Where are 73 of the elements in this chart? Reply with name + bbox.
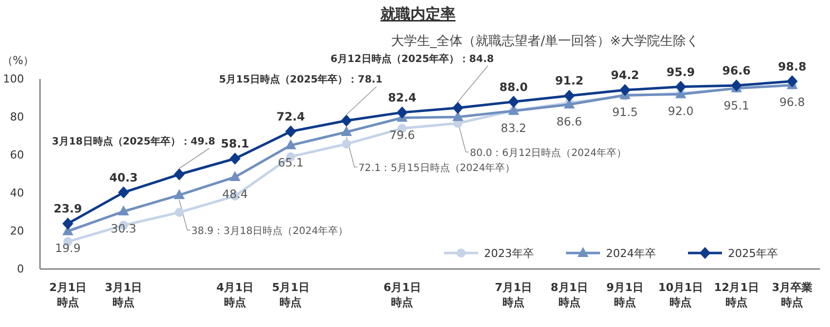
- data-label: 91.5: [612, 105, 638, 120]
- point: [174, 189, 185, 200]
- y-tick-label: 80: [10, 110, 24, 124]
- data-label: 92.0: [668, 104, 694, 118]
- point: [452, 111, 464, 121]
- point: [230, 152, 240, 165]
- chart-subtitle: 大学生_全体（就職志望者/単一回答）※大学院生除く: [391, 34, 699, 49]
- point: [452, 102, 464, 114]
- y-tick-label: 20: [10, 224, 24, 238]
- legend-label: 2023年卒: [484, 247, 534, 260]
- point: [340, 126, 352, 136]
- data-label: 23.9: [54, 202, 82, 216]
- data-label: 82.4: [388, 90, 416, 104]
- x-tick-label: 12月1日時点: [714, 281, 759, 309]
- point: [285, 125, 296, 138]
- point: [342, 139, 351, 148]
- point: [118, 205, 130, 216]
- data-label: 79.6: [389, 128, 415, 142]
- point: [786, 75, 798, 88]
- data-label: 19.9: [55, 241, 81, 256]
- y-tick-label: 0: [17, 262, 24, 276]
- x-tick-label: 3月1日時点: [104, 281, 142, 309]
- data-label: 98.8: [778, 59, 806, 74]
- point: [174, 208, 184, 217]
- point: [118, 186, 130, 198]
- data-label: 30.3: [110, 221, 136, 236]
- point: [285, 139, 296, 150]
- data-label: 72.4: [276, 109, 305, 124]
- legend-label: 2024年卒: [606, 247, 656, 260]
- data-label: 6月12日時点（2025年卒）：84.8: [330, 52, 494, 65]
- data-label: 95.9: [666, 64, 695, 79]
- data-label: 65.1: [278, 155, 304, 170]
- point: [620, 84, 630, 96]
- y-tick-label: 40: [10, 186, 24, 200]
- data-label: 86.6: [556, 114, 582, 128]
- data-label: 94.2: [610, 68, 640, 82]
- x-tick-label: 2月1日時点: [49, 281, 87, 309]
- point: [62, 218, 74, 230]
- data-label: 96.8: [779, 95, 805, 110]
- point: [730, 79, 742, 92]
- data-label: 80.0：6月12日時点（2024年卒）: [470, 147, 627, 159]
- point: [508, 96, 520, 108]
- x-tick-label: 5月1日時点: [272, 281, 310, 309]
- chart-title: 就職内定率: [380, 5, 456, 23]
- data-label: 40.3: [109, 170, 138, 184]
- data-label: 58.1: [220, 136, 250, 151]
- x-tick-label: 8月1日時点: [550, 281, 588, 309]
- point: [396, 106, 408, 118]
- x-tick-label: 3月卒業時点: [772, 281, 812, 309]
- x-tick-label: 6月1日時点: [383, 281, 421, 309]
- data-label: 96.6: [722, 63, 751, 78]
- point: [564, 90, 575, 102]
- point: [174, 168, 185, 180]
- x-tick-label: 9月1日時点: [606, 281, 644, 309]
- data-label: 72.1：5月15日時点（2024年卒）: [358, 162, 516, 174]
- y-tick-label: 60: [10, 148, 24, 162]
- data-label: 95.1: [724, 98, 750, 112]
- data-label: 83.2: [500, 120, 526, 135]
- data-label: 88.0: [499, 80, 528, 94]
- data-label: 48.4: [222, 187, 248, 202]
- y-tick-label: 100: [3, 72, 24, 86]
- x-tick-label: 7月1日時点: [494, 281, 532, 309]
- data-label: 3月18日時点（2025年卒）：49.8: [52, 135, 216, 148]
- y-axis-title: （%）: [2, 54, 34, 67]
- data-label: 5月15日時点（2025年卒）：78.1: [219, 74, 382, 86]
- point: [340, 114, 352, 127]
- legend-label: 2025年卒: [728, 247, 778, 260]
- data-label: 38.9：3月18日時点（2024年卒）: [191, 225, 348, 238]
- data-label: 91.2: [555, 74, 584, 88]
- point: [230, 171, 240, 182]
- x-tick-label: 4月1日時点: [216, 281, 254, 309]
- x-tick-label: 10月1日時点: [658, 281, 704, 309]
- point: [675, 80, 686, 93]
